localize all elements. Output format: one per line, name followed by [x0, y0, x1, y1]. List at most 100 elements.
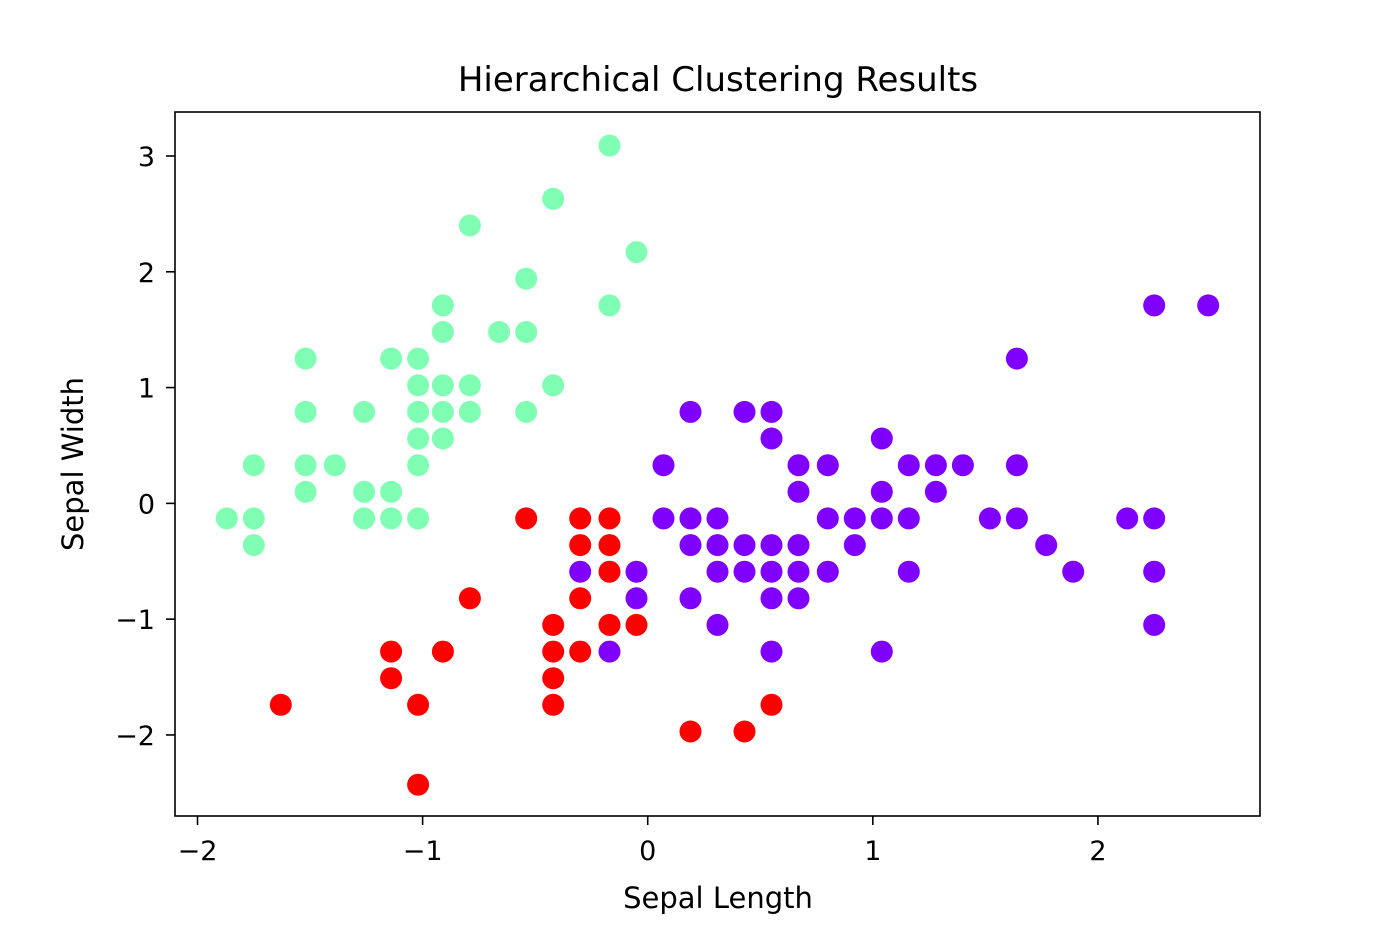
y-tick-label: −1: [115, 605, 155, 636]
data-point: [1005, 347, 1028, 370]
data-point: [706, 560, 729, 583]
data-point: [488, 321, 511, 343]
data-point: [458, 214, 481, 237]
data-point: [1143, 507, 1166, 530]
data-point: [816, 560, 839, 583]
data-point: [787, 560, 810, 583]
data-point: [242, 454, 265, 477]
data-point: [816, 454, 839, 477]
data-point: [679, 507, 702, 530]
data-point: [706, 507, 729, 530]
data-point: [760, 534, 783, 557]
ticks-layer: −2 −1 0 1 2 −2 −1 0 1 2 3: [115, 142, 1106, 867]
data-point: [652, 454, 675, 477]
data-point: [733, 560, 756, 583]
data-point: [679, 534, 702, 557]
data-point: [407, 374, 430, 397]
data-point: [598, 294, 621, 317]
data-point: [431, 640, 454, 663]
data-point: [269, 693, 292, 716]
data-point: [431, 294, 454, 317]
data-point: [870, 640, 893, 663]
data-point: [625, 587, 648, 610]
data-point: [1143, 294, 1166, 317]
data-point: [1116, 507, 1139, 530]
points-layer: [215, 134, 1220, 796]
data-point: [353, 480, 376, 503]
data-point: [760, 400, 783, 423]
data-point: [323, 454, 346, 477]
data-point: [787, 534, 810, 557]
data-point: [760, 693, 783, 716]
data-point: [1143, 560, 1166, 583]
data-point: [542, 693, 565, 716]
data-point: [458, 587, 481, 610]
data-point: [760, 560, 783, 583]
y-tick-label: 1: [138, 374, 155, 405]
chart-title: Hierarchical Clustering Results: [458, 60, 978, 100]
data-point: [598, 534, 621, 557]
data-point: [542, 374, 565, 397]
data-point: [760, 640, 783, 663]
data-point: [625, 560, 648, 583]
data-point: [353, 507, 376, 530]
data-point: [569, 560, 592, 583]
data-point: [598, 134, 621, 157]
data-point: [294, 480, 317, 503]
data-point: [598, 640, 621, 663]
data-point: [1143, 613, 1166, 636]
data-point: [760, 427, 783, 450]
data-point: [924, 454, 947, 477]
x-tick-label: 0: [639, 836, 656, 867]
data-point: [706, 613, 729, 636]
data-point: [870, 427, 893, 450]
data-point: [760, 587, 783, 610]
data-point: [897, 507, 920, 530]
data-point: [380, 507, 403, 530]
data-point: [431, 321, 454, 343]
data-point: [1005, 507, 1028, 530]
data-point: [787, 454, 810, 477]
data-point: [407, 693, 430, 716]
data-point: [625, 613, 648, 636]
x-tick-label: −2: [178, 836, 218, 867]
data-point: [407, 454, 430, 477]
data-point: [407, 400, 430, 423]
data-point: [542, 667, 565, 690]
data-point: [242, 534, 265, 557]
data-point: [706, 534, 729, 557]
data-point: [407, 347, 430, 370]
data-point: [569, 587, 592, 610]
data-point: [679, 400, 702, 423]
data-point: [569, 534, 592, 557]
y-tick-label: 3: [138, 142, 155, 173]
data-point: [294, 347, 317, 370]
data-point: [733, 534, 756, 557]
data-point: [924, 480, 947, 503]
data-point: [542, 187, 565, 210]
data-point: [733, 720, 756, 743]
y-tick-label: 2: [138, 258, 155, 289]
data-point: [515, 400, 538, 423]
y-axis-label: Sepal Width: [56, 377, 90, 551]
x-tick-label: 1: [864, 836, 881, 867]
data-point: [431, 374, 454, 397]
data-point: [242, 507, 265, 530]
data-point: [679, 720, 702, 743]
data-point: [897, 454, 920, 477]
data-point: [431, 427, 454, 450]
data-point: [1005, 454, 1028, 477]
y-tick-label: −2: [115, 721, 155, 752]
data-point: [294, 400, 317, 423]
data-point: [515, 321, 538, 343]
data-point: [978, 507, 1001, 530]
data-point: [380, 640, 403, 663]
data-point: [407, 773, 430, 796]
data-point: [380, 347, 403, 370]
x-tick-label: 2: [1089, 836, 1106, 867]
data-point: [816, 507, 839, 530]
data-point: [542, 640, 565, 663]
data-point: [1035, 534, 1058, 557]
data-point: [843, 507, 866, 530]
